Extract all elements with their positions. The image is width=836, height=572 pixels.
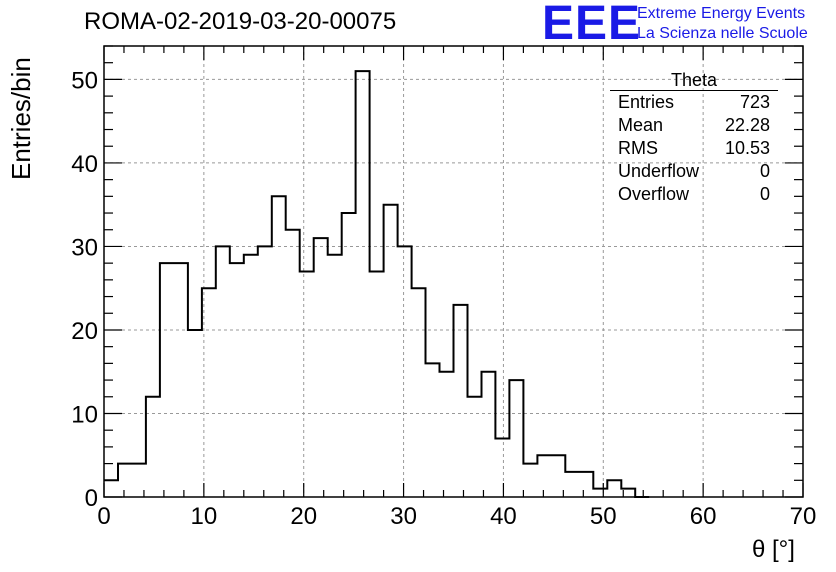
stats-label: Mean [618, 115, 664, 135]
histogram-bin [300, 272, 314, 498]
y-tick-label: 40 [71, 151, 98, 178]
stats-label: Underflow [618, 161, 700, 181]
stats-label: RMS [618, 138, 658, 158]
histogram-bin [481, 372, 495, 497]
y-axis-label: Entries/bin [6, 57, 36, 180]
stats-value: 22.28 [724, 115, 770, 135]
histogram-bin [370, 272, 384, 498]
histogram-bin [272, 196, 286, 497]
histogram-line [104, 70, 650, 498]
histogram-bin [412, 288, 426, 497]
histogram-bin [440, 372, 454, 497]
histogram-bin [286, 230, 300, 497]
histogram-bin [537, 455, 551, 497]
plot-frame [103, 45, 804, 498]
stats-box: Theta Entries 723 Mean 22.28 RMS 10.53 Unde… [610, 70, 778, 206]
stats-row: Mean 22.28 [610, 114, 778, 137]
y-tick-label: 30 [71, 234, 98, 261]
stats-label: Overflow [618, 184, 690, 204]
histogram-bin [244, 255, 258, 497]
axis-ticks [103, 45, 804, 498]
histogram-bin [384, 205, 398, 497]
histogram-bin [495, 439, 509, 497]
chart-title: ROMA-02-2019-03-20-00075 [84, 8, 397, 35]
logo-caption: Extreme Energy Events La Scienza nelle S… [637, 4, 808, 44]
histogram-bin [216, 246, 230, 497]
histogram-bin [509, 380, 523, 497]
histogram-bin [118, 464, 132, 497]
stats-title: Theta [610, 70, 778, 91]
histogram-bin [356, 71, 370, 497]
x-tick-label: 40 [490, 503, 517, 530]
histogram-series [104, 70, 650, 498]
stats-value: 723 [739, 92, 770, 112]
x-tick-label: 30 [390, 503, 417, 530]
y-tick-label: 20 [71, 318, 98, 345]
histogram-bin [565, 472, 579, 497]
histogram-bin [579, 472, 593, 497]
x-axis-label: θ [°] [752, 536, 795, 563]
eee-logo: EEE [542, 0, 642, 50]
histogram-bin [426, 363, 440, 497]
stats-value: 0 [759, 161, 770, 181]
stats-value: 0 [759, 184, 770, 204]
x-tick-label: 20 [290, 503, 317, 530]
x-tick-label: 0 [97, 503, 110, 530]
histogram-bin [523, 464, 537, 497]
y-tick-label: 10 [71, 401, 98, 428]
histogram-bin [202, 288, 216, 497]
histogram-bin [328, 255, 342, 497]
histogram-bin [342, 213, 356, 497]
logo-line-2: La Scienza nelle Scuole [637, 25, 808, 42]
histogram-bin [188, 330, 202, 497]
y-tick-label: 0 [85, 485, 98, 512]
tick-labels: 0 10 20 30 40 50 60 70 0 10 20 30 40 50 [71, 67, 816, 530]
x-tick-label: 60 [690, 503, 717, 530]
histogram-bin [258, 246, 272, 497]
x-tick-label: 50 [590, 503, 617, 530]
histogram-bin [398, 246, 412, 497]
histogram-bin [593, 489, 607, 497]
histogram-bin [314, 238, 328, 497]
histogram-bin [104, 480, 118, 497]
histogram-bin [454, 305, 468, 497]
stats-value: 10.53 [724, 138, 770, 158]
histogram-bin [160, 263, 174, 497]
histogram-bin [146, 397, 160, 497]
histogram-bin [230, 263, 244, 497]
histogram-bin [467, 397, 481, 497]
stats-row: Underflow 0 [610, 160, 778, 183]
x-tick-label: 70 [790, 503, 817, 530]
stats-row: Entries 723 [610, 91, 778, 114]
y-tick-label: 50 [71, 67, 98, 94]
stats-label: Entries [618, 92, 675, 112]
stats-row: Overflow 0 [610, 183, 778, 206]
histogram-bin [174, 263, 188, 497]
x-tick-label: 10 [191, 503, 218, 530]
logo-line-1: Extreme Energy Events [637, 5, 806, 22]
stats-row: RMS 10.53 [610, 137, 778, 160]
histogram-bin [607, 480, 621, 497]
